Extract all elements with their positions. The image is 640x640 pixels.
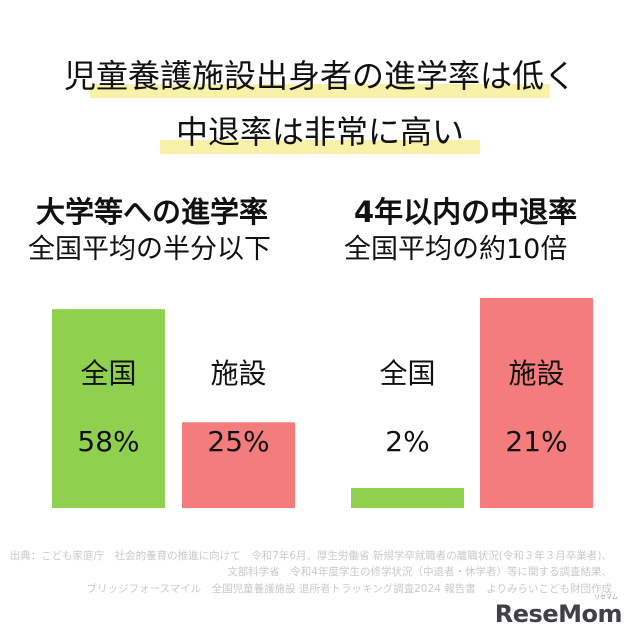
headline-highlight-1 <box>90 84 550 98</box>
chart-2-title: 4年以内の中退率 <box>354 195 578 229</box>
chart-1-category-label-2: 施設 <box>210 357 266 390</box>
chart-2-subtitle: 全国平均の約10倍 <box>344 234 568 265</box>
chart-1-bar-2 <box>182 422 295 508</box>
chart-2-bar-2 <box>480 298 593 508</box>
chart-1-bar-1 <box>52 309 165 508</box>
chart-1-subtitle: 全国平均の半分以下 <box>28 234 271 265</box>
headline-line-1: 児童養護施設出身者の進学率は低く <box>63 57 576 95</box>
chart-2-value-label-2: 21% <box>505 425 567 458</box>
headline-line-2: 中退率は非常に高い <box>175 113 464 151</box>
chart-1-category-label-1: 全国 <box>80 357 136 390</box>
source-line-1: 出典：こども家庭庁 社会的養育の推進に向けて 令和7年6月、厚生労働省 新規学卒… <box>9 550 612 562</box>
headline-highlight-2 <box>160 140 480 154</box>
source-line-2: 文部科学省 令和4年度学生の修学状況（中退者・休学者）等に関する調査結果、 <box>227 566 612 579</box>
chart-2-value-label-1: 2% <box>385 425 429 458</box>
chart-1-value-label-1: 58% <box>77 425 139 458</box>
source-note: 出典：こども家庭庁 社会的養育の推進に向けて 令和7年6月、厚生労働省 新規学卒… <box>10 548 612 597</box>
resemom-logo: ReseMom <box>494 600 623 628</box>
chart-1-value-label-2: 25% <box>207 425 269 458</box>
chart-2-category-label-1: 全国 <box>379 357 435 390</box>
chart-2-category-label-2: 施設 <box>508 357 564 390</box>
chart-2-bar-1 <box>351 488 464 508</box>
logo-ruby: リセマム <box>593 594 618 601</box>
source-line-3: ブリッジフォースマイル 全国児童養護施設 退所者トラッキング調査2024 報告書… <box>86 582 612 595</box>
chart-1-title: 大学等への進学率 <box>36 195 269 229</box>
